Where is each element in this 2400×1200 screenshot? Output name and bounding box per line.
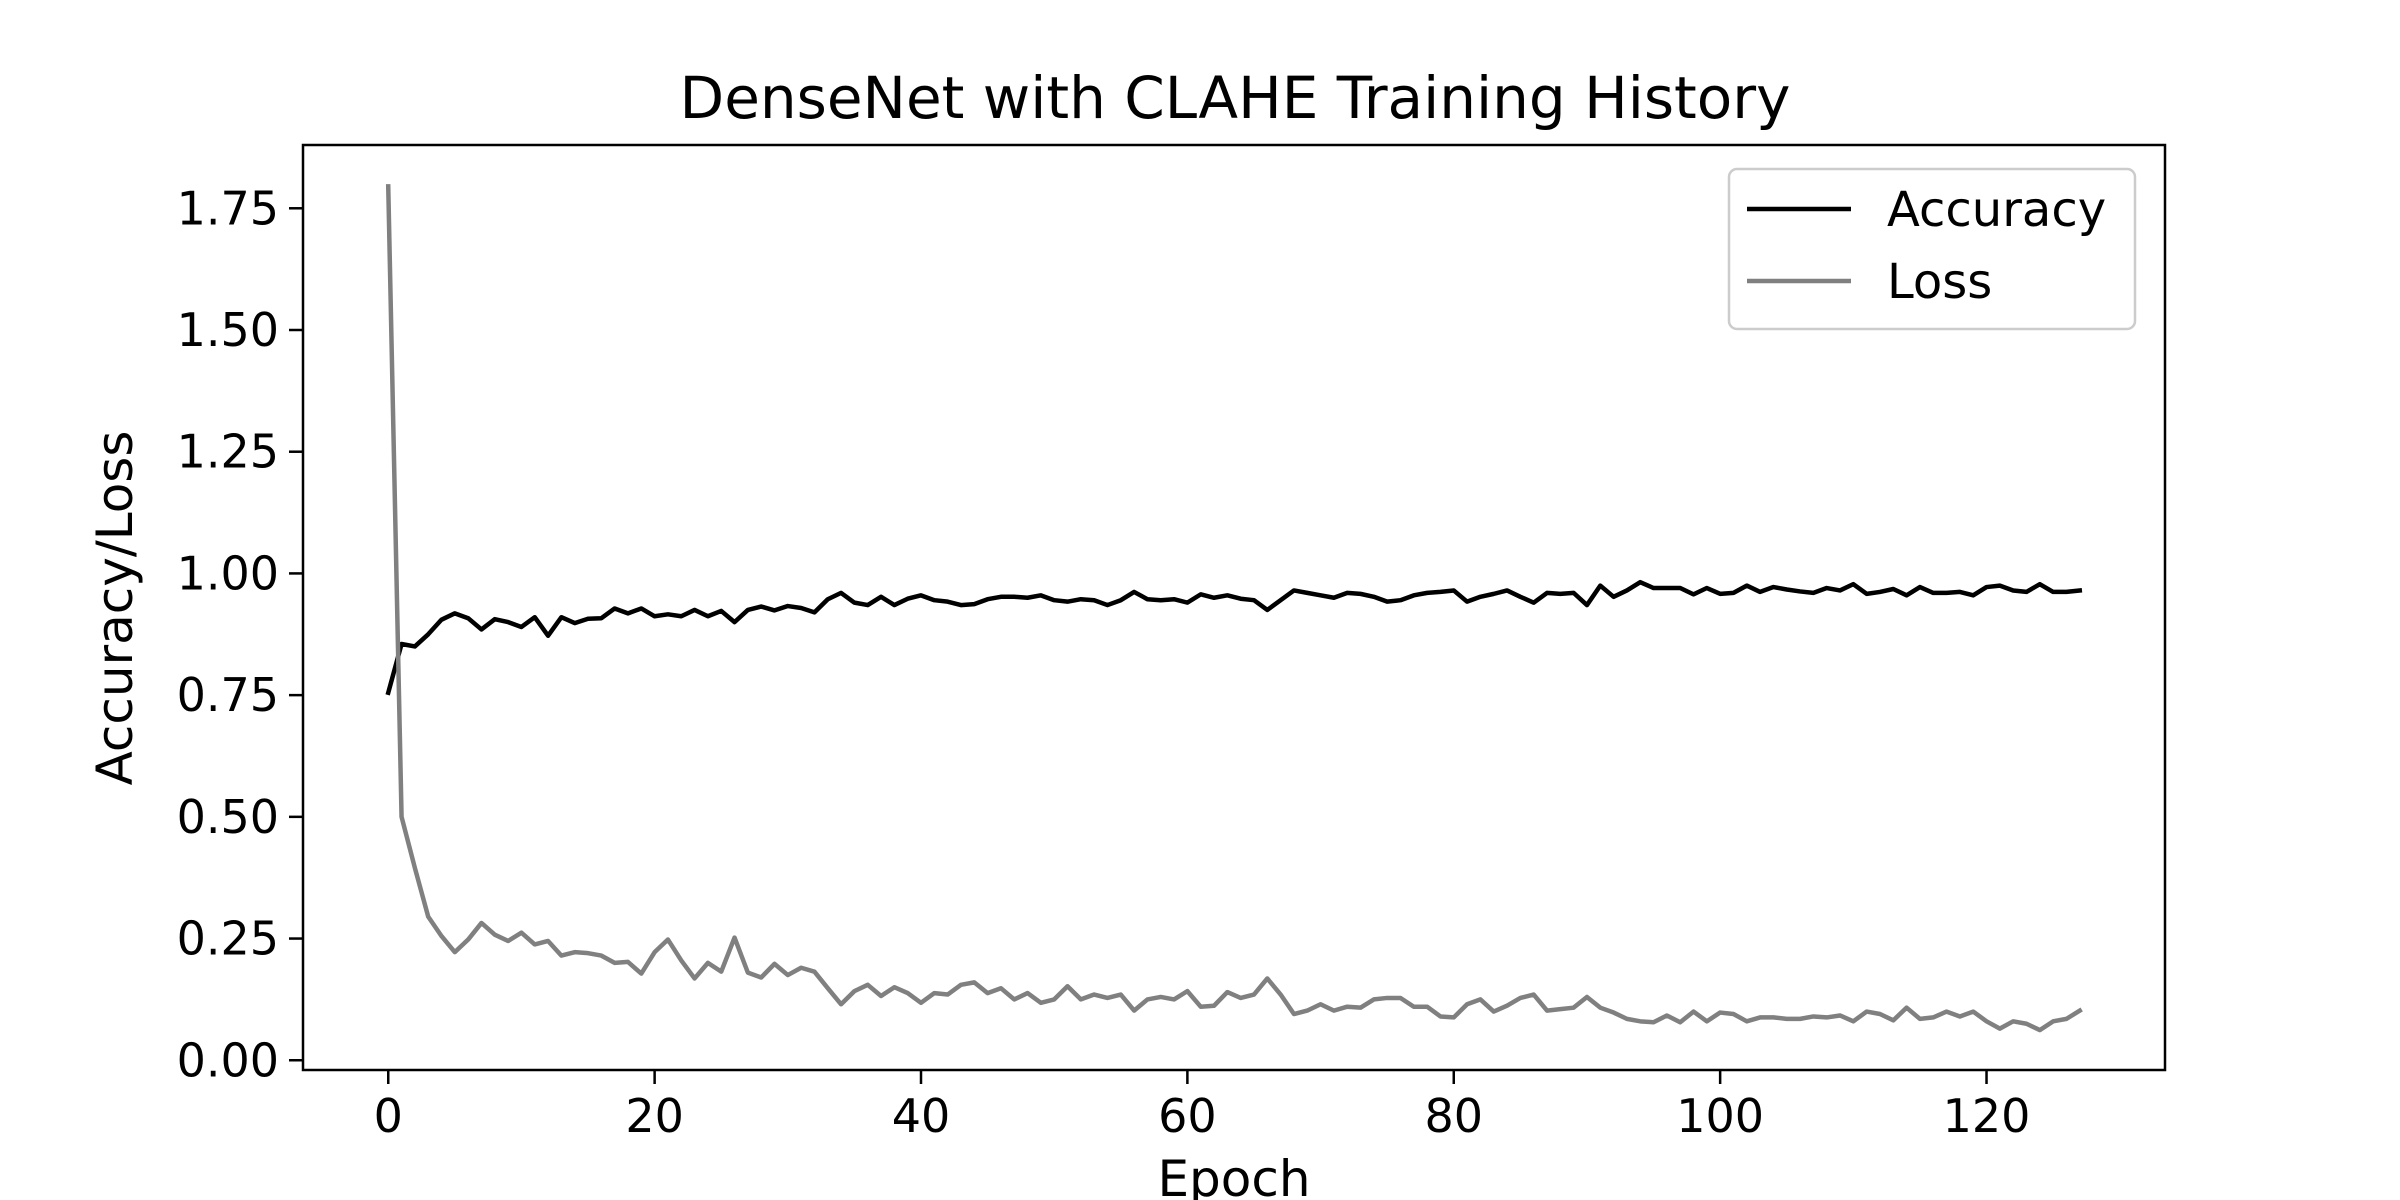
- legend-label-accuracy: Accuracy: [1887, 182, 2106, 238]
- y-axis-label: Accuracy/Loss: [86, 431, 144, 786]
- y-tick-label: 0.75: [177, 668, 279, 722]
- x-tick-label: 20: [625, 1089, 684, 1143]
- series-line-loss: [385, 184, 2083, 1033]
- y-tick-label: 1.25: [177, 425, 279, 479]
- x-tick-label: 0: [374, 1089, 403, 1143]
- y-tick-label: 0.25: [177, 912, 279, 966]
- legend: Accuracy Loss: [1727, 167, 2137, 331]
- series-lines: [385, 184, 2083, 1033]
- plot-frame: [301, 143, 2167, 1072]
- y-axis-ticks: 0.00 0.25 0.50 0.75 1.00 1.25 1.50 1.75: [177, 181, 303, 1087]
- x-tick-label: 100: [1676, 1089, 1764, 1143]
- y-tick-label: 1.00: [177, 546, 279, 600]
- x-tick-label: 80: [1424, 1089, 1483, 1143]
- y-tick-label: 1.50: [177, 303, 279, 357]
- legend-label-loss: Loss: [1887, 254, 1992, 310]
- y-tick-label: 1.75: [177, 181, 279, 235]
- x-tick-label: 120: [1943, 1089, 2031, 1143]
- x-axis-label: Epoch: [1157, 1150, 1310, 1200]
- chart-title: DenseNet with CLAHE Training History: [680, 64, 1791, 132]
- y-tick-label: 0.00: [177, 1033, 279, 1087]
- x-tick-label: 60: [1158, 1089, 1217, 1143]
- series-line-accuracy: [385, 579, 2083, 696]
- x-axis-ticks: 0 20 40 60 80 100 120: [374, 1070, 2031, 1143]
- x-tick-label: 40: [892, 1089, 951, 1143]
- y-tick-label: 0.50: [177, 790, 279, 844]
